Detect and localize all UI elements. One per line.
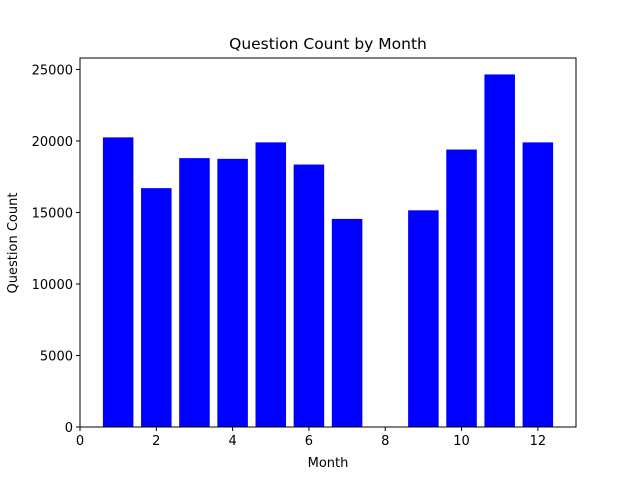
y-tick-label: 15000 [32, 206, 73, 221]
x-tick-label: 6 [305, 434, 313, 449]
y-axis-label: Question Count [6, 193, 21, 294]
x-tick-label: 4 [228, 434, 236, 449]
bar-month-2 [141, 188, 172, 427]
chart-title: Question Count by Month [229, 35, 427, 53]
bar-month-1 [102, 137, 134, 427]
x-axis-label: Month [308, 456, 349, 471]
y-ticks-group: 0 5000 10000 15000 20000 25000 [32, 63, 80, 436]
bar-month-12 [522, 142, 554, 427]
bar-month-4 [217, 158, 248, 427]
y-tick-label: 10000 [32, 278, 73, 293]
axes-frame [79, 57, 577, 428]
x-tick-label: 10 [453, 434, 470, 449]
y-tick-label: 20000 [32, 135, 73, 150]
x-ticks-group: 0 2 4 6 8 10 12 [76, 427, 546, 449]
bar-month-7 [331, 218, 363, 427]
bars-group [102, 74, 554, 428]
bar-month-10 [446, 149, 477, 427]
y-tick-label: 0 [65, 421, 73, 436]
x-tick-label: 12 [530, 434, 547, 449]
x-tick-label: 2 [152, 434, 160, 449]
y-tick-label: 5000 [40, 349, 73, 364]
x-tick-label: 0 [76, 434, 84, 449]
y-tick-label: 25000 [32, 63, 73, 78]
bar-month-3 [179, 158, 210, 427]
bar-month-11 [484, 74, 515, 427]
bar-month-6 [293, 164, 325, 428]
x-tick-label: 8 [381, 434, 389, 449]
bar-month-5 [255, 142, 287, 427]
bar-month-9 [408, 210, 439, 427]
